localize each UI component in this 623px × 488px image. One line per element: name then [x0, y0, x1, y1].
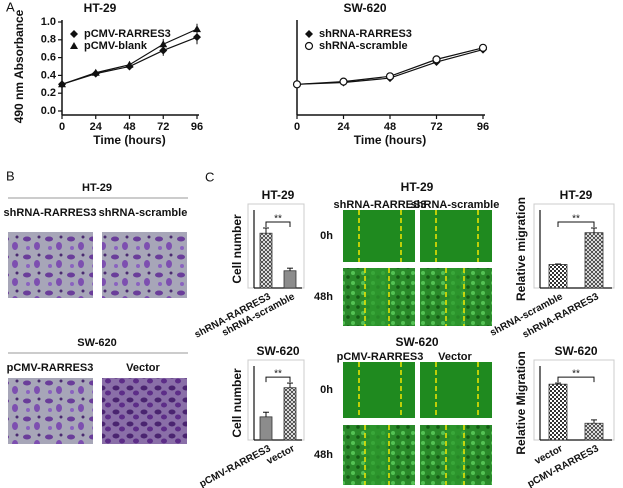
group-title: HT-29 — [401, 180, 434, 194]
significance-bracket — [265, 376, 291, 383]
x-tick-label: vector — [265, 443, 297, 467]
bar — [584, 232, 604, 289]
micrograph — [102, 232, 187, 298]
significance-bracket — [557, 376, 595, 383]
row-label: 48h — [314, 449, 333, 461]
marker — [478, 43, 488, 52]
y-axis-label: Cell number — [230, 368, 244, 438]
row-label: 0h — [320, 230, 333, 242]
legend-label: shRNA-scramble — [319, 40, 408, 52]
y-tick-label: 1.0 — [41, 16, 56, 28]
wound-image — [343, 362, 415, 418]
column-label: shRNA-RARRES3 — [334, 199, 427, 211]
marker — [385, 72, 395, 81]
marker — [193, 25, 201, 33]
x-tick-label: 24 — [337, 121, 350, 133]
y-tick-label: 0.6 — [41, 52, 56, 64]
y-axis-label: Relative Migration — [514, 351, 528, 454]
wound-gap — [446, 268, 464, 326]
bar — [548, 264, 568, 289]
chart-title: HT-29 — [560, 188, 593, 202]
wound-image — [420, 210, 492, 262]
marker — [432, 55, 441, 64]
y-axis-label: Relative migration — [514, 197, 528, 301]
marker — [292, 80, 302, 89]
y-axis-label: Cell number — [230, 214, 244, 284]
bar — [259, 232, 273, 289]
x-axis-label: Time (hours) — [93, 133, 165, 147]
x-tick-label: 48 — [123, 121, 135, 133]
x-tick-label: 72 — [157, 121, 169, 133]
panel-label: C — [205, 169, 214, 184]
y-tick-label: 0.4 — [41, 69, 57, 81]
legend-label: pCMV-blank — [84, 40, 148, 52]
bar — [584, 422, 604, 441]
legend-marker — [304, 41, 314, 51]
y-tick-label: 0.2 — [41, 87, 56, 99]
y-tick-label: 0.8 — [41, 34, 56, 46]
legend-marker — [305, 30, 313, 38]
wound-image — [343, 210, 415, 262]
chart-title: SW-620 — [554, 344, 597, 358]
bar — [548, 383, 568, 441]
column-label: pCMV-RARRES3 — [337, 351, 424, 363]
x-tick-label: pCMV-RARRES3 — [198, 443, 273, 488]
row-label: 48h — [314, 291, 333, 303]
x-tick-label: 96 — [477, 121, 489, 133]
marker — [125, 60, 134, 68]
image-label: Vector — [126, 362, 160, 374]
significance-label: ** — [274, 214, 282, 225]
legend-label: shRNA-RARRES3 — [319, 28, 412, 40]
legend-marker — [70, 42, 78, 49]
micrograph — [102, 378, 187, 444]
panel-label: B — [6, 168, 15, 183]
bar — [283, 270, 297, 289]
x-tick-label: 72 — [430, 121, 442, 133]
group-title: SW-620 — [77, 337, 117, 349]
chart-title: SW-620 — [256, 344, 299, 358]
group-title: SW-620 — [395, 335, 438, 349]
image-label: shRNA-RARRES3 — [4, 207, 97, 219]
wound-gap — [446, 425, 464, 485]
x-tick-label: 0 — [59, 121, 65, 133]
bar — [283, 387, 297, 441]
marker — [193, 33, 201, 42]
column-label: Vector — [438, 351, 472, 363]
significance-label: ** — [572, 369, 580, 380]
chart-title: HT-29 — [262, 188, 295, 202]
panel-label: A — [6, 0, 15, 14]
image-label: shRNA-scramble — [99, 207, 188, 219]
x-tick-label: 96 — [191, 121, 203, 133]
column-label: shRNA-scramble — [411, 199, 500, 211]
significance-bracket — [557, 221, 595, 227]
significance-bracket — [265, 221, 291, 227]
micrograph — [8, 378, 93, 444]
significance-label: ** — [572, 214, 580, 225]
legend-marker — [70, 30, 78, 38]
marker — [159, 40, 168, 48]
wound-image — [420, 362, 492, 418]
wound-gap — [365, 425, 389, 485]
marker — [339, 77, 348, 86]
x-tick-label: 0 — [294, 121, 300, 133]
wound-gap — [365, 268, 389, 326]
legend-label: pCMV-RARRES3 — [84, 28, 171, 40]
micrograph — [8, 232, 93, 298]
marker — [58, 80, 66, 88]
chart-title: SW-620 — [343, 1, 386, 15]
marker — [159, 46, 168, 55]
x-tick-label: 48 — [384, 121, 396, 133]
marker — [91, 68, 100, 76]
y-axis-label: 490 nm Absorbance — [12, 9, 26, 123]
chart-title: HT-29 — [84, 1, 117, 15]
image-label: pCMV-RARRES3 — [7, 362, 94, 374]
group-title: HT-29 — [82, 182, 112, 194]
x-axis-label: Time (hours) — [354, 133, 426, 147]
significance-label: ** — [274, 369, 282, 380]
x-tick-label: 24 — [90, 121, 103, 133]
bar — [259, 416, 273, 441]
row-label: 0h — [320, 384, 333, 396]
y-tick-label: 0.0 — [41, 105, 56, 117]
